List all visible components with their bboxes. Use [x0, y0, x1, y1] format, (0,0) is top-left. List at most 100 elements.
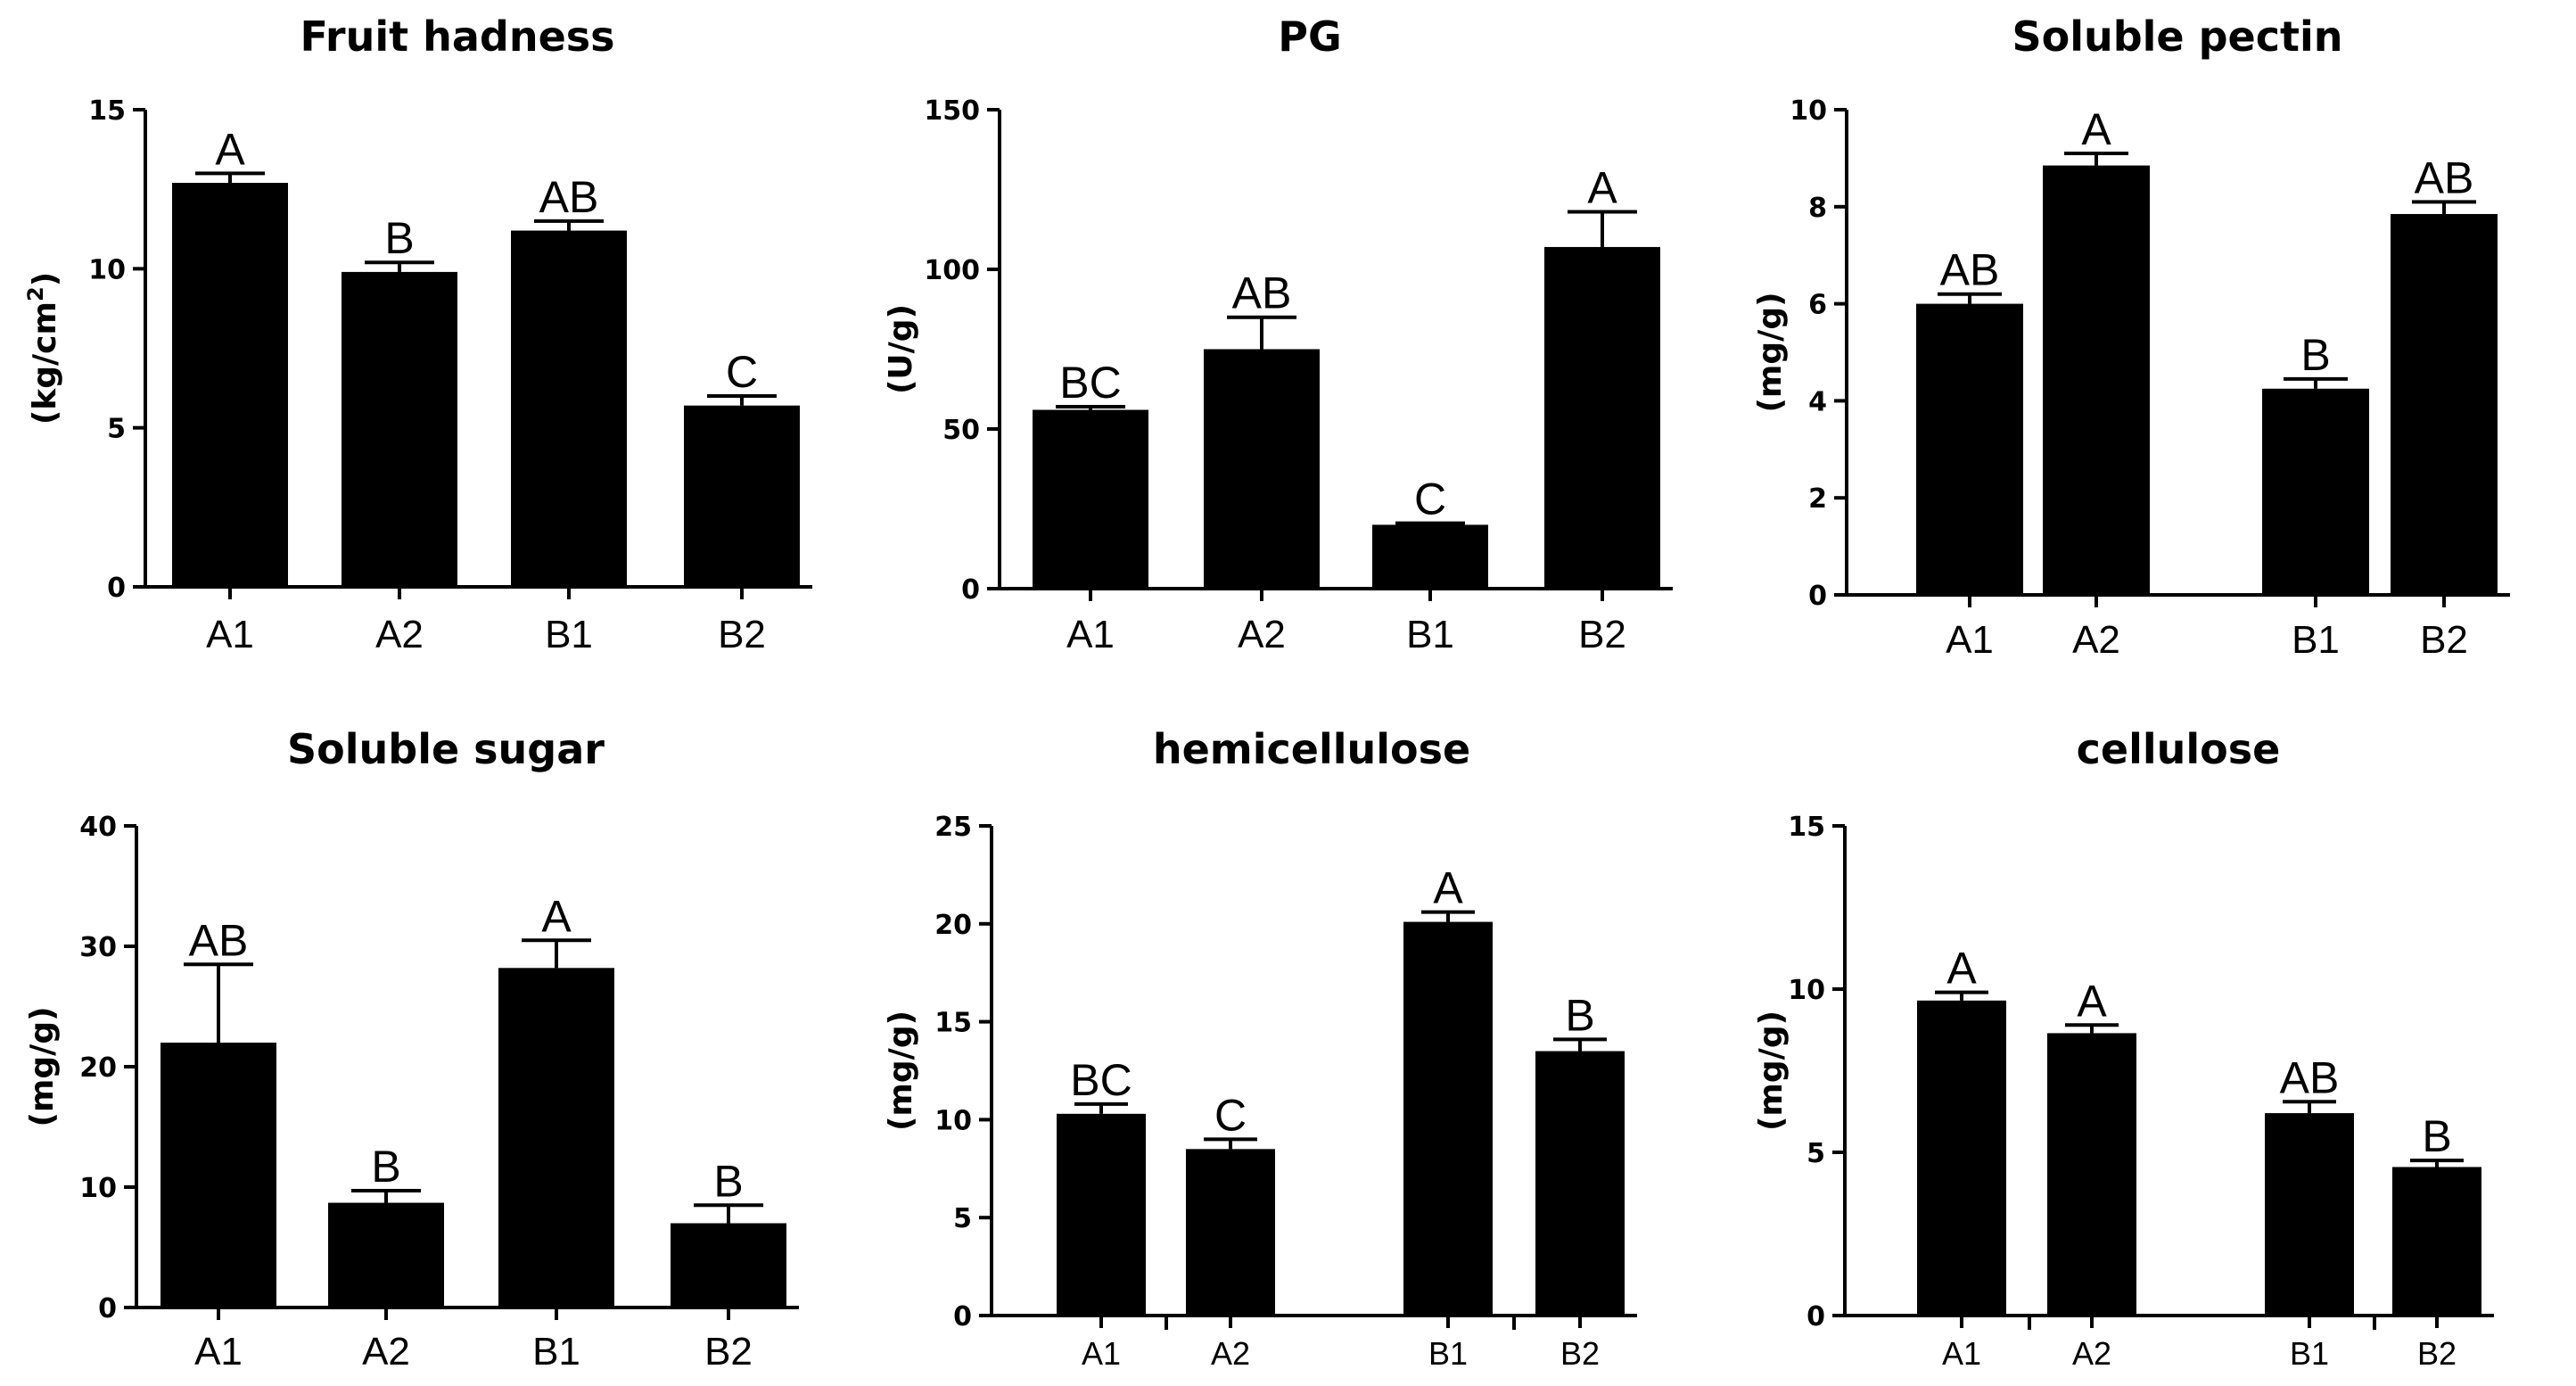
y-axis-label: (kg/cm2) [23, 272, 63, 425]
y-tick-label: 10 [88, 254, 126, 285]
significance-label-A1: BC [1059, 358, 1121, 408]
significance-label-A1: BC [1070, 1055, 1132, 1105]
significance-label-A2: B [384, 213, 414, 263]
bar-B2 [2391, 213, 2498, 595]
y-axis-label: (mg/g) [1752, 292, 1789, 412]
x-tick-label: A1 [1082, 1335, 1121, 1372]
y-axis-label-main: (U/g) [883, 304, 919, 394]
significance-label-B2: B [1565, 990, 1594, 1040]
y-axis-label: (mg/g) [883, 1011, 919, 1131]
significance-label-A1: AB [189, 915, 249, 965]
y-axis-label: (mg/g) [24, 1006, 61, 1126]
bar-B1 [1372, 524, 1488, 589]
bar-A1 [1057, 1113, 1146, 1316]
x-tick-label: A2 [362, 1330, 410, 1374]
bar-A2 [342, 271, 457, 587]
y-tick-label: 25 [934, 812, 972, 843]
x-tick-label: A1 [1946, 618, 1994, 662]
significance-label-B1: C [1414, 474, 1446, 524]
significance-label-B2: A [1587, 163, 1617, 213]
y-tick-label: 10 [1790, 95, 1827, 127]
x-tick-label: A1 [1942, 1335, 1981, 1372]
bar-B1 [2262, 388, 2369, 595]
x-tick-label: A2 [2072, 1335, 2111, 1372]
chart-panel-2: PG (U/g) 0 50 100 150 BC A1 AB A2 C B1 A B2 [883, 12, 1673, 656]
x-tick-label: B2 [2417, 1335, 2457, 1372]
y-tick-label: 15 [88, 95, 126, 127]
y-axis-label-close: ) [27, 272, 63, 286]
y-tick-label: 0 [1808, 581, 1827, 612]
y-tick-label: 10 [934, 1105, 972, 1136]
chart-title: PG [1278, 12, 1341, 61]
significance-label-B1: A [1433, 863, 1463, 913]
bar-A1 [160, 1043, 276, 1308]
y-tick-label: 0 [1806, 1301, 1825, 1332]
x-tick-label: B1 [2292, 618, 2340, 662]
bar-B1 [1403, 921, 1493, 1316]
bar-A1 [1917, 1000, 2006, 1316]
x-tick-label: A1 [206, 613, 254, 656]
bar-B2 [1535, 1051, 1625, 1316]
bar-A1 [172, 183, 288, 588]
y-tick-label: 20 [79, 1052, 117, 1084]
y-tick-label: 0 [98, 1293, 117, 1324]
x-tick-label: A2 [1211, 1335, 1250, 1372]
chart-panel-5: hemicellulose (mg/g) 0 5 10 15 20 25 BC A1 C A2 A B1 B… [883, 725, 1637, 1372]
significance-label-B2: B [713, 1156, 743, 1206]
chart-panel-4: Soluble sugar (mg/g) 0 10 20 30 40 AB A1 B A2 A B1 B B… [24, 725, 799, 1374]
significance-label-B1: AB [539, 172, 599, 222]
bar-B2 [684, 405, 800, 587]
x-tick-label: A2 [1238, 613, 1286, 656]
y-tick-label: 150 [924, 95, 980, 127]
significance-label-B2: AB [2415, 153, 2474, 202]
x-tick-label: B2 [1578, 613, 1626, 656]
y-tick-label: 15 [1788, 812, 1825, 843]
significance-label-A2: B [371, 1142, 400, 1192]
y-tick-label: 0 [107, 573, 126, 604]
significance-label-B2: B [2422, 1111, 2451, 1161]
x-tick-label: A1 [1066, 613, 1115, 656]
chart-title: Soluble sugar [287, 725, 605, 773]
significance-label-A2: A [2077, 976, 2107, 1026]
bar-B2 [2392, 1167, 2481, 1316]
y-axis-label-superscript: 2 [23, 286, 48, 301]
chart-title: hemicellulose [1153, 725, 1470, 773]
significance-label-A1: A [1946, 944, 1977, 994]
significance-label-A2: AB [1232, 268, 1292, 318]
chart-title: Fruit hadness [300, 12, 614, 61]
significance-label-B1: B [2300, 330, 2330, 380]
bar-B1 [2265, 1113, 2354, 1316]
x-tick-label: B1 [545, 613, 593, 656]
x-tick-label: B1 [2290, 1335, 2329, 1372]
significance-label-A1: AB [1940, 245, 2000, 295]
y-axis-label-main: (mg/g) [1753, 1011, 1790, 1131]
bar-B2 [671, 1223, 786, 1308]
x-tick-label: B2 [718, 613, 766, 656]
bar-B2 [1544, 246, 1660, 589]
y-tick-label: 6 [1808, 290, 1827, 321]
x-tick-label: B1 [1428, 1335, 1468, 1372]
y-tick-label: 0 [953, 1301, 972, 1332]
significance-label-A2: A [2081, 104, 2111, 154]
bar-A2 [328, 1202, 444, 1308]
chart-panel-3: Soluble pectin (mg/g) 0 2 4 6 8 10 AB A1 A A2 B B1 AB B… [1752, 12, 2510, 662]
y-tick-label: 2 [1808, 483, 1827, 515]
bar-A1 [1916, 303, 2023, 595]
y-axis-label-main: (mg/g) [1752, 292, 1789, 412]
x-tick-label: A1 [194, 1330, 243, 1374]
bar-A2 [2043, 165, 2150, 595]
y-axis-label-main: (mg/g) [24, 1006, 61, 1126]
chart-panel-1: Fruit hadness (kg/cm2) 0 5 10 15 A A1 B A2 AB B1 C B2 [23, 12, 812, 656]
significance-label-A2: C [1214, 1090, 1247, 1140]
y-tick-label: 20 [934, 910, 972, 941]
y-tick-label: 5 [107, 414, 126, 445]
y-tick-label: 15 [934, 1008, 972, 1039]
x-tick-label: B2 [704, 1330, 753, 1374]
y-axis-label: (mg/g) [1753, 1011, 1790, 1131]
y-tick-label: 5 [953, 1203, 972, 1234]
y-tick-label: 50 [942, 415, 980, 446]
y-tick-label: 100 [924, 255, 980, 286]
y-tick-label: 10 [79, 1173, 117, 1204]
y-axis-label-main: (mg/g) [883, 1011, 919, 1131]
